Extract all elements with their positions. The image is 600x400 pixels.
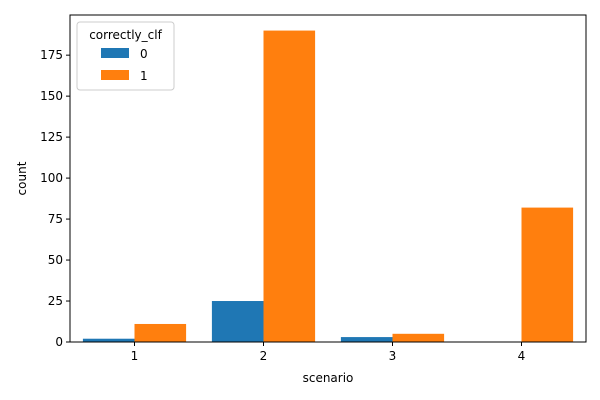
legend-label-1: 1 [140,69,148,83]
bar-scenario-1-series-0 [82,338,135,342]
y-tick-label: 175 [40,48,63,62]
legend: correctly_clf 0 1 [76,21,175,91]
x-axis-ticks: 1 2 3 4 [131,342,526,363]
y-tick-label: 125 [40,130,63,144]
bar-scenario-4-series-1 [521,207,574,342]
bar-scenario-2-series-1 [263,30,316,342]
legend-title: correctly_clf [89,28,162,42]
y-axis-ticks: 0 25 50 75 100 125 150 175 [40,48,70,349]
bar-scenario-2-series-0 [211,301,264,342]
y-tick-label: 75 [48,212,63,226]
y-axis-label: count [15,161,29,195]
y-tick-label: 100 [40,171,63,185]
x-tick-label: 1 [131,349,139,363]
y-tick-label: 25 [48,294,63,308]
x-tick-label: 2 [260,349,268,363]
y-tick-label: 150 [40,89,63,103]
bar-scenario-3-series-0 [340,337,393,342]
y-tick-label: 50 [48,253,63,267]
bar-scenario-1-series-1 [134,323,187,342]
x-axis-label: scenario [303,371,354,385]
x-tick-label: 4 [518,349,526,363]
legend-label-0: 0 [140,47,148,61]
plot-frame [69,14,587,343]
bar-scenario-3-series-1 [392,333,445,342]
legend-swatch-0 [101,48,129,58]
x-tick-label: 3 [389,349,397,363]
y-tick-label: 0 [55,335,63,349]
legend-swatch-1 [101,70,129,80]
bars-group [82,30,574,342]
